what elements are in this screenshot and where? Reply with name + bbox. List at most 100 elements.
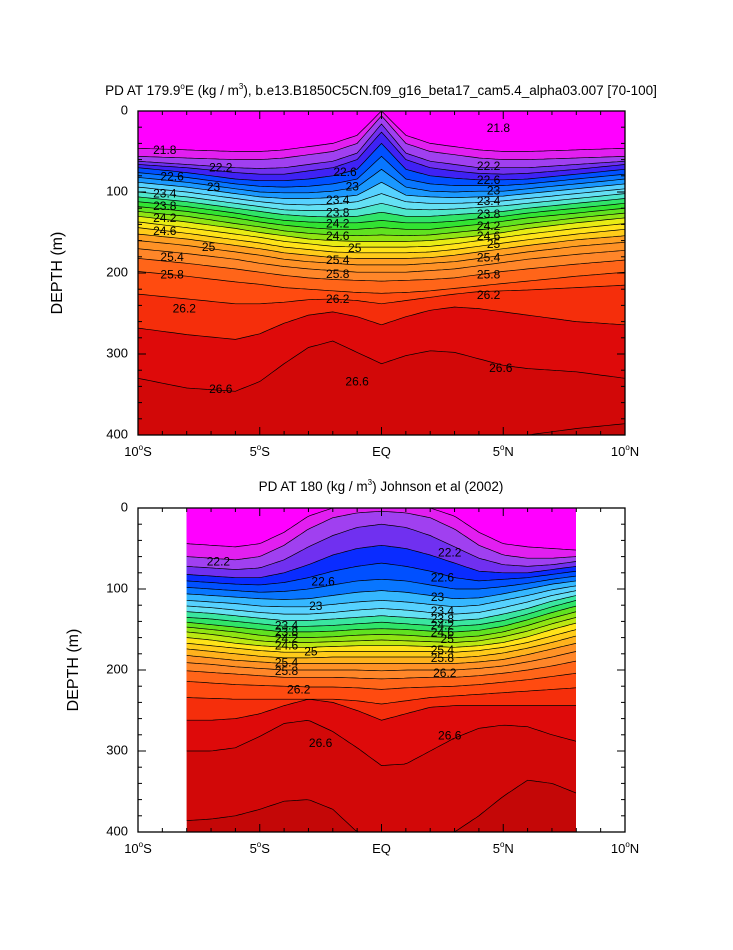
contour-label: 25 xyxy=(441,632,455,646)
contour-line-26.6 xyxy=(186,720,576,766)
contour-line-26.4 xyxy=(186,699,576,721)
contour-label: 24.2 xyxy=(431,618,455,632)
chart-title-model: PD AT 179.9oE (kg / m3), b.e13.B1850C5CN… xyxy=(105,82,657,98)
contour-label: 24.2 xyxy=(326,217,350,231)
x-tick-degree: o xyxy=(257,443,262,452)
x-tick-label: 10oN xyxy=(611,443,639,459)
contour-label: 25.8 xyxy=(326,267,350,281)
y-tick-label: 200 xyxy=(106,264,128,279)
x-tick-label: 10oN xyxy=(611,840,639,856)
contour-line-23.6 xyxy=(186,590,576,615)
x-tick-label: 5oN xyxy=(493,840,514,856)
y-tick-label: 200 xyxy=(106,661,128,676)
contour-line-22.6 xyxy=(138,142,625,182)
contour-label: 23.8 xyxy=(431,612,455,626)
contour-line-25.8 xyxy=(186,660,576,680)
contour-label: 24.2 xyxy=(153,211,177,225)
contour-line-23.2 xyxy=(138,181,625,199)
contour-line-25.2 xyxy=(186,635,576,659)
contour-line-24.8 xyxy=(186,622,576,648)
y-tick-label: 300 xyxy=(106,345,128,360)
contour-line-22.2 xyxy=(138,123,625,169)
x-tick-num: 5 xyxy=(250,841,257,856)
contour-line-24.6 xyxy=(186,617,576,643)
contour-label: 26.6 xyxy=(489,361,513,375)
contour-line-22 xyxy=(186,508,576,551)
contour-label: 26.6 xyxy=(209,382,233,396)
contour-label: 24.6 xyxy=(153,224,177,238)
contour-line-26 xyxy=(186,672,576,690)
contour-line-23.4 xyxy=(138,186,625,206)
contour-label: 23.4 xyxy=(431,604,455,618)
contour-label: 23 xyxy=(487,183,501,197)
contour-label: 22.2 xyxy=(477,159,501,173)
contour-label: 26.6 xyxy=(345,375,369,389)
y-tick-label: 100 xyxy=(106,183,128,198)
x-tick-label: 5oS xyxy=(250,840,271,856)
title-main-model: PD AT 179.9 xyxy=(105,83,180,98)
contour-line-24.2 xyxy=(186,605,576,633)
contour-line-23.8 xyxy=(186,595,576,621)
contour-line-22.8 xyxy=(186,562,576,586)
contour-label: 25.4 xyxy=(326,253,350,267)
y-tick-label: 100 xyxy=(106,580,128,595)
contour-label: 21.8 xyxy=(153,143,177,157)
contour-label: 23.4 xyxy=(326,193,350,207)
contour-label: 26.2 xyxy=(173,302,197,316)
contour-line-23 xyxy=(138,168,625,194)
contour-label: 25.8 xyxy=(160,268,184,282)
contour-line-22.6 xyxy=(186,544,576,579)
x-tick-hemisphere: N xyxy=(630,444,639,459)
contour-line-24.8 xyxy=(138,221,625,248)
contour-band-22 xyxy=(186,508,576,551)
contour-label: 23.4 xyxy=(477,194,501,208)
contour-label: 22.2 xyxy=(438,546,462,560)
x-tick-degree: o xyxy=(500,443,505,452)
contour-label: 22.6 xyxy=(431,571,455,585)
contour-label: 21.8 xyxy=(487,121,511,135)
contour-line-25.4 xyxy=(138,240,625,266)
x-tick-hemisphere: N xyxy=(630,841,639,856)
contour-label: 25.8 xyxy=(431,651,455,665)
contour-label: 25.4 xyxy=(431,643,455,657)
contour-label: 22.6 xyxy=(333,165,357,179)
contour-label: 26.2 xyxy=(326,292,350,306)
contour-line-26.8 xyxy=(138,423,625,435)
y-axis-label-observation: DEPTH (m) xyxy=(65,629,82,712)
x-tick-hemisphere: N xyxy=(504,841,513,856)
title-tail-model: ), b.e13.B1850C5CN.f09_g16_beta17_cam5.4… xyxy=(243,83,657,98)
contour-line-23.2 xyxy=(186,580,576,600)
title-degree-sup-model: o xyxy=(180,82,185,91)
title-main-observation: PD AT 180 (kg / m xyxy=(259,479,368,494)
contour-line-23.8 xyxy=(138,196,625,218)
x-tick-hemisphere: S xyxy=(261,841,270,856)
contour-line-25.6 xyxy=(138,248,625,273)
y-tick-label: 400 xyxy=(106,426,128,441)
contour-line-26.2 xyxy=(186,687,576,705)
x-tick-hemisphere: N xyxy=(504,444,513,459)
contour-label: 25 xyxy=(202,240,216,254)
contour-line-25.6 xyxy=(186,651,576,672)
contour-label: 23.4 xyxy=(153,187,177,201)
contour-label: 24.6 xyxy=(275,639,299,653)
contour-label: 23.8 xyxy=(326,205,350,219)
title-tail-observation: ) Johnson et al (2002) xyxy=(372,479,503,494)
contour-label: 26.6 xyxy=(438,729,462,743)
contour-label: 25 xyxy=(348,241,362,255)
y-axis-label-model: DEPTH (m) xyxy=(49,232,66,315)
contour-line-22.4 xyxy=(186,523,576,570)
contour-label: 24.6 xyxy=(477,229,501,243)
x-tick-num: EQ xyxy=(372,444,391,459)
contour-line-25.2 xyxy=(138,233,625,259)
contour-line-24.4 xyxy=(138,211,625,237)
x-tick-num: 10 xyxy=(611,444,625,459)
x-tick-degree: o xyxy=(625,443,630,452)
contour-label: 22.6 xyxy=(160,170,184,184)
contour-label: 26.2 xyxy=(477,288,501,302)
contour-line-24.6 xyxy=(138,215,625,242)
y-tick-label: 300 xyxy=(106,742,128,757)
contour-label: 23.8 xyxy=(477,207,501,221)
